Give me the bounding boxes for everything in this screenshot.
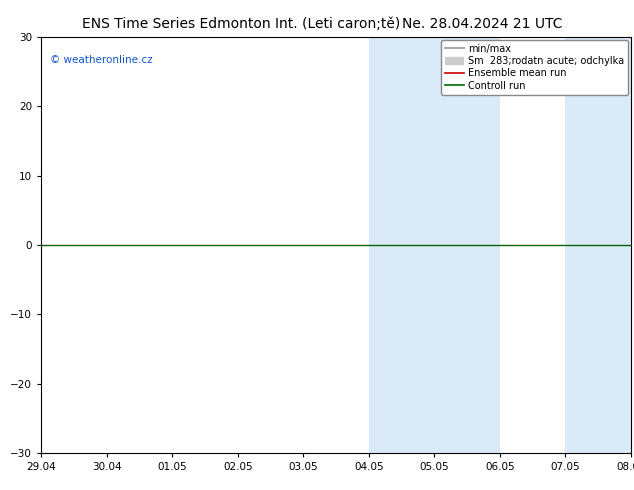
Text: ENS Time Series Edmonton Int. (Leti caron;tě): ENS Time Series Edmonton Int. (Leti caro…	[82, 17, 400, 31]
Bar	[566, 37, 631, 453]
Bar	[434, 37, 500, 453]
Legend: min/max, Sm  283;rodatn acute; odchylka, Ensemble mean run, Controll run: min/max, Sm 283;rodatn acute; odchylka, …	[441, 40, 628, 95]
Bar	[369, 37, 434, 453]
Text: Ne. 28.04.2024 21 UTC: Ne. 28.04.2024 21 UTC	[401, 17, 562, 31]
Text: © weatheronline.cz: © weatheronline.cz	[50, 55, 153, 66]
